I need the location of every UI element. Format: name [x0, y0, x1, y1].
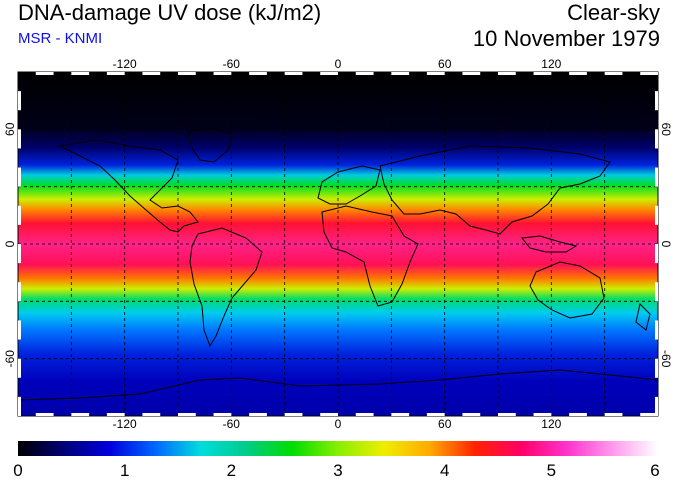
frame-tick-bottom	[569, 413, 587, 416]
coast-south-america	[189, 227, 263, 348]
frame-tick-right	[655, 91, 658, 111]
lat-right-label-0: 0	[659, 241, 673, 248]
lat-left-label-0: 0	[3, 240, 17, 247]
coast-north-america	[58, 139, 199, 233]
graticule	[18, 72, 658, 416]
colorbar-label-4: 4	[440, 461, 449, 480]
colorbar-label-2: 2	[227, 461, 236, 480]
frame-tick-right	[655, 320, 658, 340]
frame-tick-top	[213, 72, 232, 75]
coast-antarctica	[18, 369, 658, 401]
frame-tick-right	[655, 358, 658, 378]
coast-indonesia	[521, 235, 578, 253]
frame-tick-bottom	[426, 413, 445, 416]
lat-right-label-60: 60	[659, 123, 673, 137]
lon-top-label-minus-60: -60	[223, 57, 241, 71]
frame-tick-right	[655, 205, 658, 225]
colorbar-label-1: 1	[120, 461, 129, 480]
frame-tick-left	[18, 358, 21, 378]
frame-tick-bottom	[355, 413, 374, 416]
frame-tick-top	[178, 72, 196, 75]
frame-tick-left	[18, 244, 21, 264]
frame-tick-right	[655, 129, 658, 149]
frame-tick-marks	[18, 72, 658, 416]
frame-tick-right	[655, 282, 658, 302]
frame-tick-left	[18, 320, 21, 340]
lon-bottom-label-minus-60: -60	[223, 417, 241, 431]
frame-tick-bottom	[533, 413, 552, 416]
frame-tick-top	[426, 72, 445, 75]
frame-tick-top	[640, 72, 658, 75]
coast-asia	[379, 145, 611, 235]
frame-tick-bottom	[284, 413, 303, 416]
frame-tick-left	[18, 167, 21, 187]
frame-tick-bottom	[106, 413, 125, 416]
colorbar	[18, 441, 658, 456]
colorbar-label-5: 5	[547, 461, 556, 480]
lon-labels-top: -120 -60 0 60 120	[113, 57, 562, 71]
frame-tick-top	[533, 72, 552, 75]
frame-tick-top	[71, 72, 90, 75]
frame-tick-top	[249, 72, 267, 75]
coast-africa	[321, 205, 419, 307]
colorbar-label-6: 6	[650, 461, 659, 480]
lon-top-label-0: 0	[335, 57, 342, 71]
frame-tick-bottom	[249, 413, 267, 416]
frame-tick-bottom	[213, 413, 232, 416]
frame-tick-left	[18, 282, 21, 302]
lon-labels-bottom: -120 -60 0 60 120	[113, 417, 562, 431]
colorbar-labels: 0 1 2 3 4 5 6	[13, 461, 659, 480]
lat-labels-left: 60 0 -60	[3, 122, 17, 367]
frame-tick-top	[35, 72, 54, 75]
frame-tick-right	[655, 244, 658, 264]
frame-tick-top	[462, 72, 481, 75]
lon-top-label-minus-120: -120	[113, 57, 137, 71]
frame-tick-bottom	[35, 413, 54, 416]
frame-tick-top	[391, 72, 410, 75]
coast-new-zealand	[635, 303, 651, 331]
lon-bottom-label-120: 120	[541, 417, 561, 431]
frame-tick-left	[18, 205, 21, 225]
condition-label: Clear-sky	[567, 0, 660, 25]
lon-top-label-120: 120	[541, 57, 561, 71]
source-label: MSR - KNMI	[18, 30, 103, 47]
frame-tick-bottom	[178, 413, 196, 416]
frame-tick-bottom	[320, 413, 338, 416]
lat-right-label-minus-60: -60	[659, 350, 673, 368]
lon-bottom-label-60: 60	[438, 417, 452, 431]
lat-labels-right: 60 0 -60	[659, 123, 673, 368]
lon-bottom-label-minus-120: -120	[113, 417, 137, 431]
colorbar-label-3: 3	[333, 461, 342, 480]
frame-tick-left	[18, 396, 21, 416]
lat-left-label-minus-60: -60	[3, 350, 17, 368]
frame-tick-top	[604, 72, 623, 75]
map-title: DNA-damage UV dose (kJ/m2)	[18, 0, 322, 25]
frame-tick-bottom	[391, 413, 410, 416]
coast-greenland	[187, 127, 233, 163]
frame-tick-bottom	[71, 413, 90, 416]
frame-tick-right	[655, 167, 658, 187]
frame-tick-top	[142, 72, 161, 75]
frame-tick-top	[320, 72, 338, 75]
frame-tick-top	[355, 72, 374, 75]
coast-australia	[529, 261, 605, 319]
frame-tick-top	[569, 72, 587, 75]
frame-tick-bottom	[142, 413, 161, 416]
frame-tick-left	[18, 129, 21, 149]
frame-tick-bottom	[604, 413, 623, 416]
frame-tick-bottom	[640, 413, 658, 416]
lon-top-label-60: 60	[438, 57, 452, 71]
frame-tick-top	[284, 72, 303, 75]
lat-left-label-60: 60	[3, 122, 17, 136]
date-label: 10 November 1979	[472, 26, 660, 51]
frame-tick-top	[498, 72, 516, 75]
frame-tick-right	[655, 396, 658, 416]
frame-tick-bottom	[498, 413, 516, 416]
frame-tick-top	[106, 72, 125, 75]
lon-bottom-label-0: 0	[335, 417, 342, 431]
colorbar-label-0: 0	[13, 461, 22, 480]
frame-tick-left	[18, 91, 21, 111]
frame-tick-bottom	[462, 413, 481, 416]
